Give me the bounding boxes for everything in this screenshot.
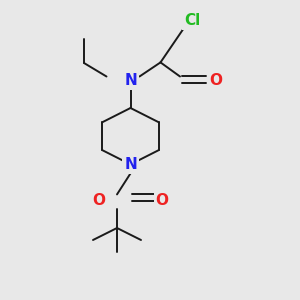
Text: O: O [155,193,169,208]
Text: N: N [124,157,137,172]
Text: N: N [124,157,137,172]
Text: Cl: Cl [184,13,200,28]
Text: O: O [155,193,169,208]
Text: N: N [124,73,137,88]
Text: O: O [209,73,223,88]
Text: O: O [92,193,106,208]
Text: O: O [92,193,106,208]
Text: N: N [124,73,137,88]
Text: O: O [209,73,223,88]
Text: Cl: Cl [184,13,200,28]
